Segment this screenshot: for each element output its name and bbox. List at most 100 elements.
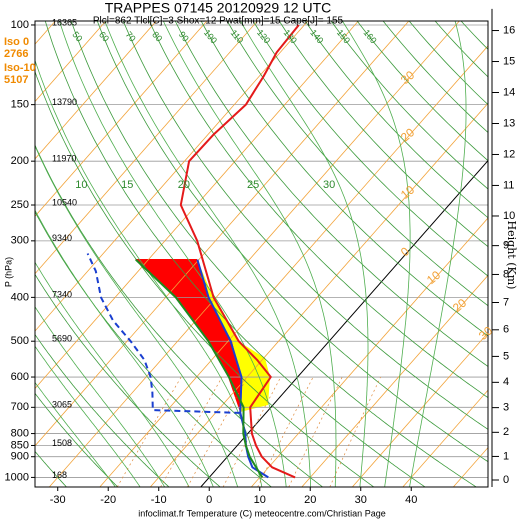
moist-adiabat [35,345,141,487]
dry-adiabat [35,210,272,487]
x-tick-label: -10 [151,494,167,506]
moist-adiabat [35,381,116,487]
level-height: 1508 [52,438,72,448]
dry-adiabat-label: 60 [97,30,111,44]
mixing-ratio [288,376,343,487]
moist-adiabat [104,21,312,487]
moist-adiabat-label: 20 [178,179,190,191]
isotherm [35,21,157,160]
dry-adiabat [200,21,488,337]
isotherm [149,102,488,487]
isotherm [48,21,460,487]
isotherm [402,389,488,487]
level-height: 5690 [52,334,72,344]
level-height: 11970 [52,154,76,164]
y-tick-label: 700 [11,401,29,413]
moist-adiabat [35,261,190,487]
moist-adiabat [35,59,263,487]
mixing-ratio [329,376,381,487]
mixing-ratio [222,376,282,487]
isotherm [35,21,410,447]
level-height: 16365 [52,17,77,27]
mixing-ratio [187,376,248,487]
dry-adiabat [226,21,488,307]
dry-adiabat [35,450,67,487]
y2-tick-label: 16 [503,24,515,36]
isotherm [35,21,258,275]
dry-adiabat [304,21,488,219]
y-tick-label: 500 [11,335,29,347]
x-tick-label: 40 [405,494,417,506]
freezing-level-value: 5107 [4,74,28,86]
isotherm [352,332,488,487]
y2-tick-label: 6 [503,324,509,336]
profiles [86,24,300,479]
y2-tick-label: 8 [503,268,509,280]
y2-tick-label: 3 [503,402,509,414]
dry-adiabat [122,21,488,430]
moist-adiabat [409,21,467,487]
level-height: 9340 [52,233,72,243]
isotherm [301,274,488,487]
x-tick-label: 30 [355,494,367,506]
y2-tick-label: 2 [503,426,509,438]
level-height: 168 [52,470,67,480]
moist-adiabat [35,145,239,487]
plot-frame [34,20,489,488]
isotherm [200,159,488,487]
moist-adiabat [341,21,411,487]
dry-adiabat [35,144,323,487]
moist-adiabat [239,21,369,487]
freezing-level-label: Iso-10 [4,62,36,74]
chart-title: TRAPPES 07145 20120929 12 UTC [105,0,331,16]
dry-adiabat-label: 50 [70,30,84,44]
mixing-ratio [257,376,314,487]
moist-adiabat [35,209,214,487]
dry-adiabat [35,333,170,487]
dry-adiabat-label: 80 [150,30,164,44]
y2-tick-label: 0 [503,474,509,486]
footer: infoclimat.fr Temperature (C) meteocentr… [138,508,385,518]
y-tick-label: 800 [11,427,29,439]
freezing-level-value: 2766 [4,48,28,60]
profile-line [86,253,241,414]
freezing-level-label: Iso 0 [4,36,29,48]
dry-adiabat [44,21,426,487]
isotherm [35,21,309,332]
dry-adiabat [278,21,488,248]
x-tick-label: -30 [50,494,66,506]
x-tick-label: 0 [206,494,212,506]
moist-adiabat-label: 25 [247,179,259,191]
dry-adiabat [174,21,488,368]
moist-adiabat-label: 30 [323,179,335,191]
profile-line [179,24,300,479]
dry-adiabat [70,21,477,487]
y-tick-label: 200 [11,155,29,167]
y-tick-label: 150 [11,99,29,111]
y-tick-label: 400 [11,291,29,303]
dry-adiabat [35,70,375,487]
dry-adiabat-label: 70 [124,30,138,44]
cin-area [135,259,241,412]
y-axis-label: P (hPa) [3,257,13,287]
x-tick-label: 20 [304,494,316,506]
x-tick-label: 10 [254,494,266,506]
y2-tick-label: 4 [503,376,509,388]
y2-tick-label: 12 [503,148,515,160]
y2-tick-label: 13 [503,117,515,129]
level-height: 3065 [52,400,72,410]
dry-adiabat [35,273,221,487]
profile-line [135,258,264,478]
y2-tick-label: 5 [503,350,509,362]
dry-adiabat [148,21,488,399]
y2-tick-label: 15 [503,55,515,67]
y2-tick-label: 9 [503,240,509,252]
y2-tick-label: 7 [503,296,509,308]
moist-adiabat [59,21,287,487]
level-height: 13790 [52,97,77,107]
moist-adiabat-label: 15 [121,179,133,191]
y-tick-label: 250 [11,199,29,211]
y2-tick-label: 10 [503,210,515,222]
